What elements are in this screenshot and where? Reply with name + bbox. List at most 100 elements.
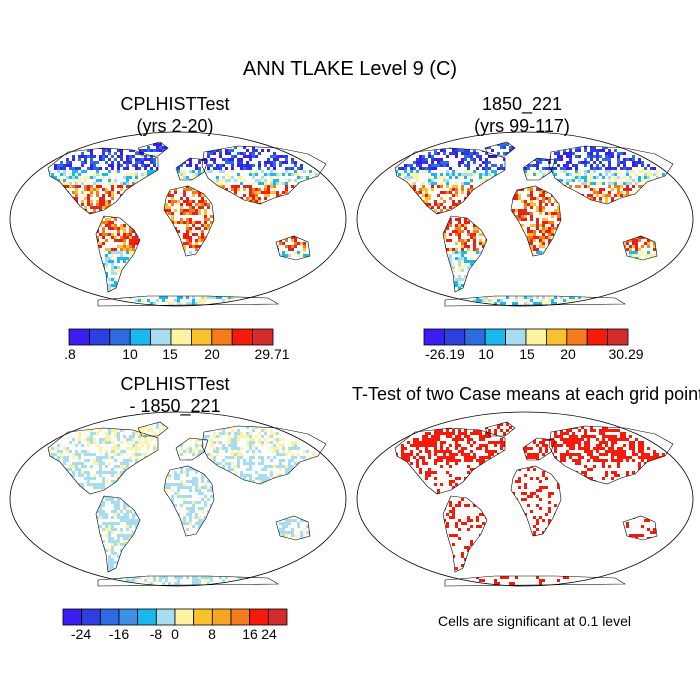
- significance-note: Cells are significant at 0.1 level: [438, 613, 631, 629]
- colorbar-box: [109, 328, 131, 346]
- coastline: [510, 465, 562, 537]
- colorbar-difference: [62, 608, 288, 626]
- colorbar-label: -26.19: [425, 346, 465, 362]
- coastline: [444, 295, 627, 307]
- coastline: [442, 495, 488, 573]
- colorbar-box: [252, 328, 274, 346]
- colorbar-box: [193, 608, 213, 626]
- colorbar-box: [62, 608, 83, 626]
- figure-title: ANN TLAKE Level 9 (C): [242, 58, 458, 80]
- colorbar-box: [137, 608, 157, 626]
- colorbar-label: 30.29: [608, 346, 644, 362]
- colorbar-label: 20: [560, 346, 576, 362]
- map-boundary: [9, 411, 347, 587]
- colorbar-box: [443, 328, 466, 346]
- colorbar-test: [68, 328, 274, 346]
- map-difference: [9, 411, 347, 587]
- colorbar-box: [464, 328, 486, 346]
- lake-cells: [48, 142, 326, 305]
- map-ttest: [356, 411, 694, 587]
- coastline: [275, 235, 311, 261]
- colorbar-label: 0: [171, 626, 179, 642]
- colorbar-label: -16: [108, 626, 130, 642]
- coastline: [175, 437, 209, 461]
- colorbar-box: [99, 608, 120, 626]
- coastline: [97, 575, 280, 587]
- colorbar-box: [249, 608, 269, 626]
- coastline: [510, 185, 562, 257]
- lake-cells: [395, 422, 673, 585]
- colorbar-box: [68, 328, 90, 346]
- panel-title-line2: (yrs 99-117): [474, 116, 570, 136]
- coastline: [201, 145, 327, 205]
- colorbar-box: [423, 328, 445, 346]
- colorbar-box: [118, 608, 139, 626]
- coastline: [97, 295, 280, 307]
- colorbar-control: [423, 328, 629, 346]
- colorbar-box: [586, 328, 608, 346]
- colorbar-box: [525, 328, 547, 346]
- lake-cells: [395, 142, 673, 305]
- panel-title-ttest: T-Test of two Case means at each grid po…: [352, 383, 700, 405]
- panel-title-line1: CPLHISTTest: [120, 374, 230, 394]
- coastline: [484, 421, 516, 437]
- colorbar-box: [231, 328, 253, 346]
- coastline: [163, 185, 215, 257]
- colorbar-box: [88, 328, 111, 346]
- colorbar-label: 24: [261, 626, 277, 642]
- colorbar-box: [267, 608, 288, 626]
- colorbar-label: -8: [149, 626, 163, 642]
- colorbar-box: [484, 328, 507, 346]
- coastline: [622, 235, 658, 261]
- colorbar-box: [170, 328, 192, 346]
- coastline: [548, 145, 674, 205]
- coastline: [95, 495, 141, 573]
- coastline: [548, 425, 674, 485]
- coastline: [394, 427, 506, 495]
- coastline: [442, 215, 488, 293]
- lake-cells: [48, 422, 326, 585]
- coastline: [484, 141, 516, 157]
- colorbar-label: .8: [64, 346, 76, 362]
- panel-title-line1: 1850_221: [481, 94, 563, 114]
- panel-title-diff: CPLHISTTest - 1850_221: [5, 373, 345, 417]
- coastline: [275, 515, 311, 541]
- coastline: [163, 465, 215, 537]
- colorbar-label: 20: [204, 346, 220, 362]
- coastline: [47, 147, 159, 215]
- colorbar-label: 15: [162, 346, 178, 362]
- map-control: [356, 131, 694, 307]
- map-boundary: [9, 131, 347, 307]
- colorbar-box: [211, 608, 232, 626]
- map-boundary: [356, 131, 694, 307]
- coastline: [47, 427, 159, 495]
- colorbar-label: -24: [70, 626, 92, 642]
- colorbar-box: [150, 328, 172, 346]
- coastline: [201, 425, 327, 485]
- map-boundary: [356, 411, 694, 587]
- panel-title-test: CPLHISTTest (yrs 2-20): [5, 93, 345, 137]
- colorbar-label: 10: [122, 346, 138, 362]
- colorbar-box: [566, 328, 588, 346]
- panel-title-control: 1850_221 (yrs 99-117): [352, 93, 692, 137]
- coastline: [444, 575, 627, 587]
- panel-title-line2: - 1850_221: [129, 396, 221, 416]
- panel-title-line1: CPLHISTTest: [120, 94, 230, 114]
- colorbar-label: 16: [242, 626, 258, 642]
- coastline: [95, 215, 141, 293]
- coastline: [522, 157, 556, 181]
- colorbar-box: [174, 608, 195, 626]
- panel-title-line2: (yrs 2-20): [136, 116, 214, 136]
- coastline: [522, 437, 556, 461]
- colorbar-label: 8: [208, 626, 216, 642]
- colorbar-box: [155, 608, 176, 626]
- coastline: [137, 141, 169, 157]
- colorbar-box: [546, 328, 568, 346]
- colorbar-box: [505, 328, 527, 346]
- coastline: [175, 157, 209, 181]
- colorbar-box: [607, 328, 629, 346]
- colorbar-label: 29.71: [254, 346, 290, 362]
- map-test: [9, 131, 347, 307]
- colorbar-box: [211, 328, 233, 346]
- coastline: [394, 147, 506, 215]
